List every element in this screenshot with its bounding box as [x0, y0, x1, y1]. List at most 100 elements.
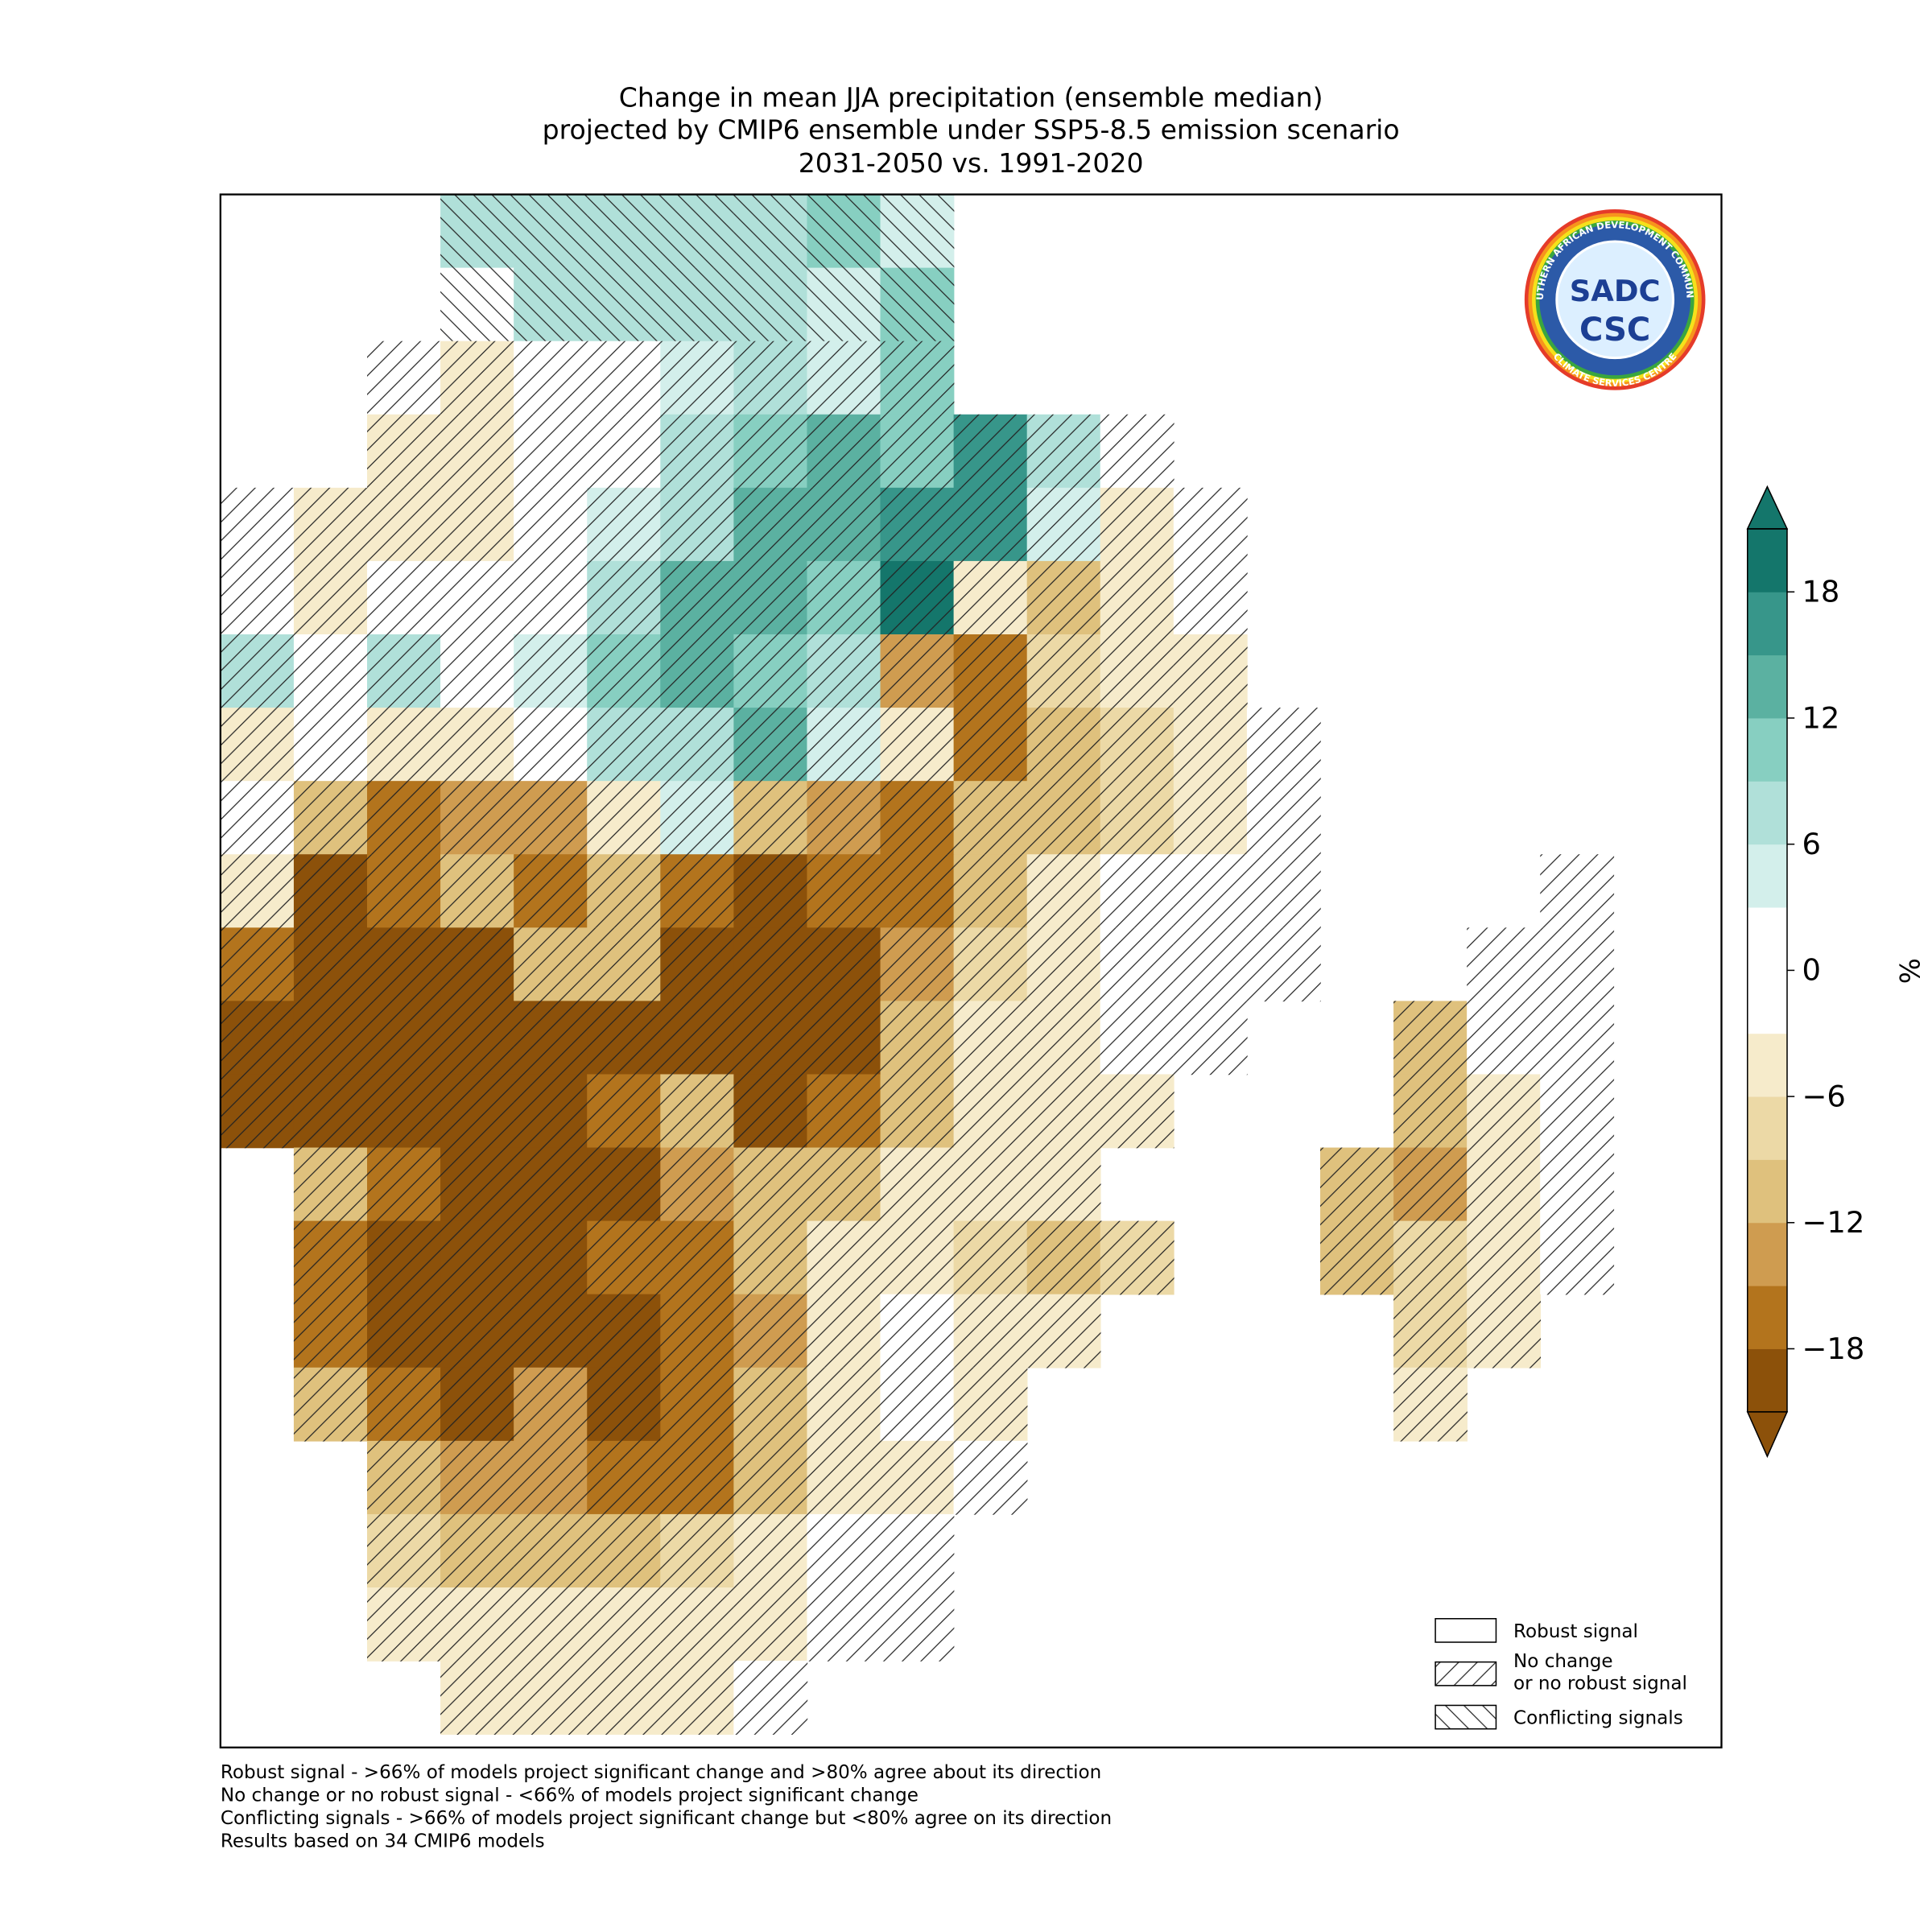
colorbar: −18 −12 −6 0 6 12 18 [1746, 485, 1864, 1459]
hatch [1026, 634, 1101, 708]
title-line: projected by CMIP6 ensemble under SSP5-8… [543, 114, 1400, 145]
hatch [367, 1440, 441, 1515]
colorbar-tick-label: 12 [1802, 700, 1839, 735]
hatch [440, 1147, 514, 1222]
hatch [660, 1220, 735, 1295]
hatch [1320, 1147, 1394, 1222]
hatch [660, 414, 735, 489]
hatch [220, 487, 295, 562]
hatch [367, 1294, 441, 1368]
hatch [514, 1587, 588, 1662]
hatch [733, 194, 808, 269]
hatch [587, 854, 662, 929]
hatch [514, 927, 588, 1002]
hatch [880, 341, 955, 415]
hatch [440, 927, 514, 1002]
hatch [587, 194, 662, 269]
hatch [514, 194, 588, 269]
hatch [514, 560, 588, 635]
hatch [367, 560, 441, 635]
hatch [880, 487, 955, 562]
hatch [733, 1587, 808, 1662]
colorbar-segment [1747, 970, 1787, 1034]
hatch [953, 634, 1028, 708]
colorbar-segment [1747, 844, 1787, 908]
hatch [220, 560, 295, 635]
hatch [514, 708, 588, 782]
hatch [514, 1074, 588, 1149]
hatch [807, 1147, 881, 1222]
hatch [367, 414, 441, 489]
hatch [807, 708, 881, 782]
hatch [1026, 1220, 1101, 1295]
hatch [880, 1294, 955, 1368]
hatch [1393, 1147, 1468, 1222]
hatch [220, 634, 295, 708]
hatch [367, 781, 441, 855]
note: No change or no robust signal - <66% of … [221, 1785, 919, 1806]
hatch [293, 1294, 368, 1368]
hatch [587, 781, 662, 855]
hatch [1540, 1074, 1615, 1149]
hatch [733, 1367, 808, 1442]
hatch [807, 1220, 881, 1295]
hatch [1467, 1294, 1541, 1368]
hatch [807, 1294, 881, 1368]
hatch [880, 194, 955, 269]
legend-label: No change [1513, 1651, 1613, 1672]
hatch [514, 1001, 588, 1075]
hatch [660, 1294, 735, 1368]
hatch [367, 1587, 441, 1662]
hatch [733, 1074, 808, 1149]
hatch [1393, 1294, 1468, 1368]
hatch [880, 1147, 955, 1222]
hatch [514, 1220, 588, 1295]
hatch [220, 708, 295, 782]
hatch [880, 708, 955, 782]
hatch [660, 854, 735, 929]
colorbar-segment [1747, 1348, 1787, 1413]
hatch [660, 194, 735, 269]
hatch [367, 708, 441, 782]
hatch [587, 1440, 662, 1515]
hatch [880, 1440, 955, 1515]
hatch [807, 1587, 881, 1662]
hatch [1393, 1001, 1468, 1075]
hatch [587, 1220, 662, 1295]
hatch [220, 854, 295, 929]
title-line: 2031-2050 vs. 1991-2020 [799, 147, 1144, 179]
colorbar-segment [1747, 907, 1787, 971]
hatch [953, 1294, 1028, 1368]
hatch [514, 854, 588, 929]
map-cells [220, 194, 1615, 1735]
hatch [440, 708, 514, 782]
hatch [807, 927, 881, 1002]
colorbar-label: % [1895, 958, 1926, 984]
hatch [807, 341, 881, 415]
note: Conflicting signals - >66% of models pro… [221, 1808, 1112, 1829]
hatch [807, 194, 881, 269]
hatch [293, 487, 368, 562]
hatch [440, 341, 514, 415]
hatch [733, 781, 808, 855]
hatch [807, 560, 881, 635]
hatch [1540, 927, 1615, 1002]
hatch [440, 487, 514, 562]
hatch [587, 1294, 662, 1368]
hatch [1540, 1001, 1615, 1075]
hatch [1100, 414, 1174, 489]
hatch [807, 1513, 881, 1588]
hatch [293, 927, 368, 1002]
colorbar-tick-label: 18 [1802, 575, 1839, 609]
hatch [660, 781, 735, 855]
colorbar-segment [1747, 1286, 1787, 1349]
hatch [514, 341, 588, 415]
logo-mark: SADC [1570, 274, 1661, 308]
note: Robust signal - >66% of models project s… [221, 1762, 1101, 1783]
hatch [953, 1220, 1028, 1295]
hatch [587, 1001, 662, 1075]
hatch [367, 487, 441, 562]
hatch [660, 1074, 735, 1149]
colorbar-segment [1747, 717, 1787, 782]
